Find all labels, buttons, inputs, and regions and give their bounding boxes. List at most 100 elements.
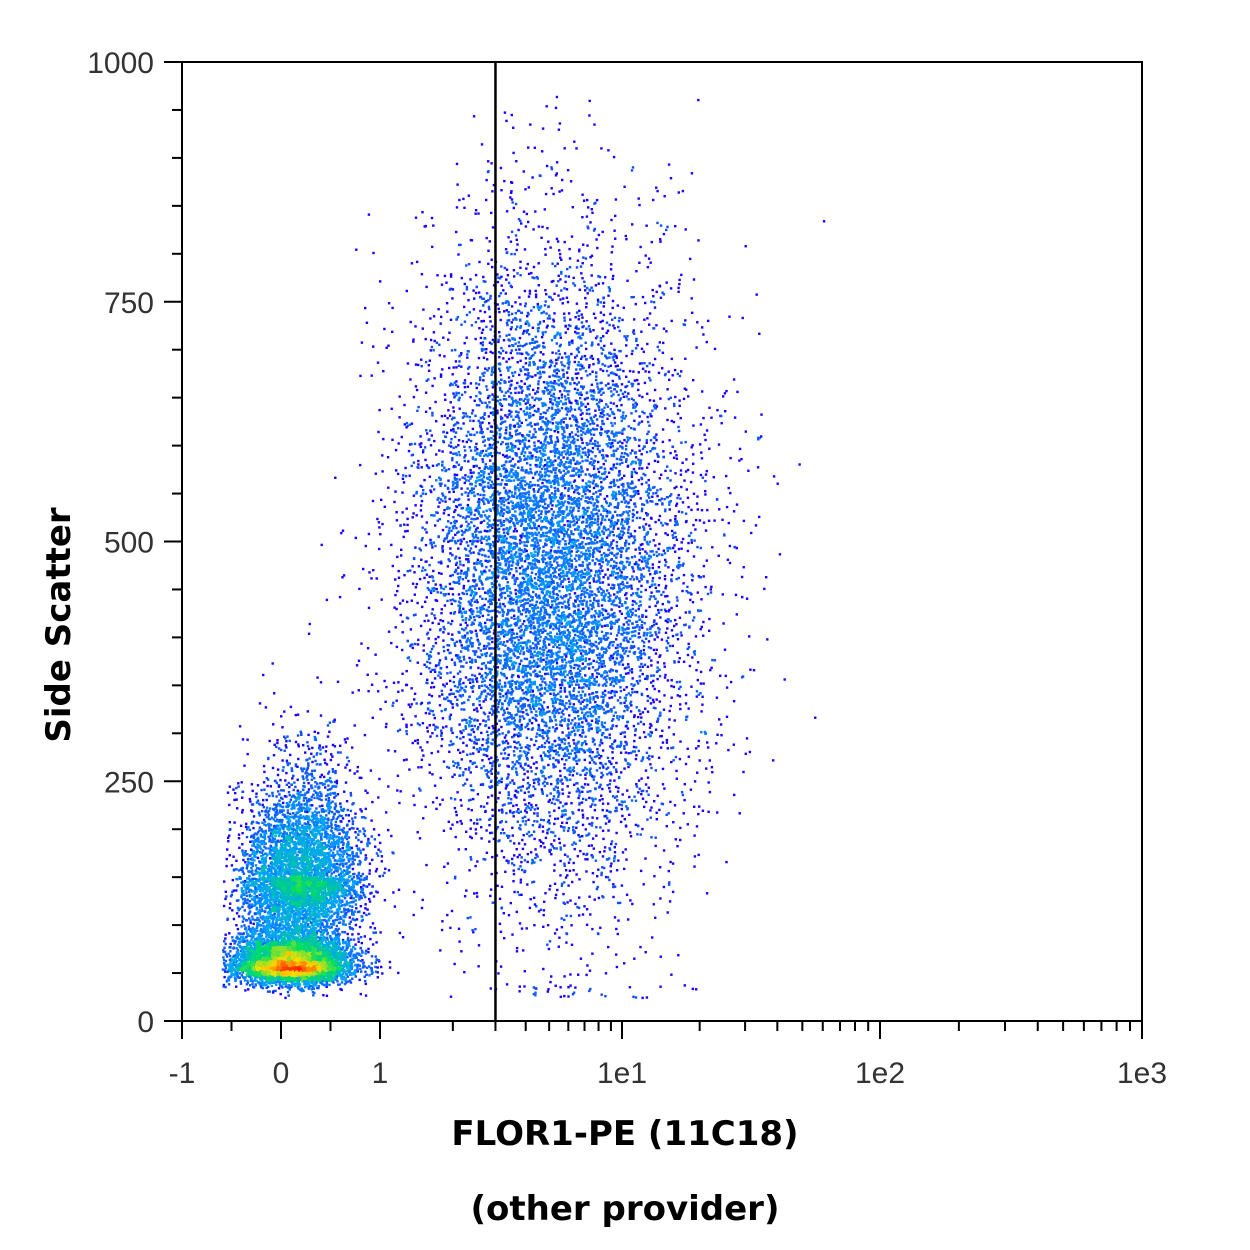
- event-point: [456, 183, 459, 186]
- event-point: [597, 704, 600, 708]
- event-point: [301, 916, 305, 920]
- event-point: [252, 826, 255, 830]
- event-point: [588, 796, 591, 800]
- event-point: [680, 370, 683, 373]
- event-point: [588, 442, 591, 445]
- event-point: [585, 408, 589, 412]
- event-point: [633, 419, 636, 422]
- event-point: [644, 783, 648, 786]
- event-point: [591, 555, 595, 558]
- event-point: [600, 481, 603, 484]
- event-point: [638, 548, 641, 551]
- event-point: [530, 544, 533, 547]
- event-point: [572, 766, 575, 769]
- event-point: [495, 699, 498, 702]
- event-point: [519, 498, 522, 501]
- event-point: [469, 916, 472, 919]
- event-point: [496, 440, 500, 444]
- event-point: [607, 820, 611, 823]
- event-point: [510, 190, 513, 193]
- event-point: [508, 556, 512, 559]
- event-point: [423, 478, 426, 482]
- event-point: [630, 426, 633, 430]
- event-point: [424, 528, 427, 531]
- event-point: [504, 870, 507, 873]
- event-point: [583, 568, 587, 571]
- event-point: [577, 683, 580, 686]
- event-point: [481, 614, 484, 618]
- event-point: [516, 475, 519, 478]
- event-point: [482, 571, 485, 574]
- event-point: [356, 770, 359, 773]
- event-point: [421, 211, 424, 214]
- event-point: [629, 710, 633, 713]
- event-point: [652, 700, 655, 704]
- event-point: [273, 692, 276, 695]
- event-point: [306, 862, 310, 865]
- event-point: [310, 795, 313, 799]
- event-point: [221, 968, 225, 971]
- event-point: [271, 766, 275, 770]
- event-point: [725, 686, 729, 689]
- event-point: [613, 521, 617, 524]
- event-point: [473, 600, 476, 603]
- event-point: [586, 547, 590, 550]
- event-point: [571, 585, 574, 588]
- event-point: [491, 593, 495, 596]
- event-point: [669, 469, 672, 472]
- event-point: [558, 352, 561, 356]
- event-point: [563, 679, 567, 682]
- event-point: [424, 805, 427, 809]
- event-point: [377, 796, 380, 799]
- event-point: [607, 802, 610, 805]
- event-point: [268, 908, 272, 911]
- event-point: [448, 414, 452, 417]
- event-point: [615, 390, 619, 393]
- event-point: [500, 555, 504, 559]
- event-point: [659, 866, 662, 869]
- event-point: [638, 552, 642, 555]
- event-point: [440, 734, 443, 737]
- event-point: [734, 593, 738, 597]
- event-point: [673, 544, 676, 547]
- event-point: [651, 500, 654, 503]
- event-point: [695, 346, 698, 349]
- event-point: [622, 411, 625, 414]
- event-point: [457, 593, 461, 596]
- event-point: [632, 634, 636, 637]
- event-point: [601, 230, 604, 234]
- event-point: [647, 420, 650, 424]
- event-point: [620, 361, 623, 365]
- event-point: [523, 442, 526, 445]
- event-point: [519, 749, 522, 753]
- event-point: [608, 857, 611, 860]
- event-point: [534, 654, 537, 657]
- event-point: [579, 957, 583, 960]
- event-point: [359, 992, 362, 996]
- event-point: [492, 704, 495, 708]
- event-point: [683, 623, 686, 627]
- event-point: [267, 813, 270, 817]
- event-point: [512, 418, 515, 421]
- event-point: [704, 585, 707, 589]
- event-point: [606, 405, 610, 408]
- event-point: [620, 804, 623, 807]
- event-point: [555, 662, 559, 665]
- event-point: [510, 616, 513, 619]
- event-point: [651, 409, 654, 412]
- event-point: [489, 894, 492, 898]
- event-point: [276, 773, 280, 777]
- event-point: [334, 476, 337, 479]
- event-point: [396, 555, 399, 559]
- event-point: [670, 319, 673, 323]
- event-point: [476, 860, 479, 863]
- event-point: [397, 690, 400, 693]
- event-point: [653, 619, 656, 622]
- event-point: [321, 923, 324, 927]
- event-point: [256, 831, 260, 834]
- event-point: [495, 734, 499, 737]
- event-point: [680, 791, 684, 794]
- event-point: [555, 474, 558, 477]
- event-point: [617, 375, 621, 378]
- event-point: [463, 708, 466, 711]
